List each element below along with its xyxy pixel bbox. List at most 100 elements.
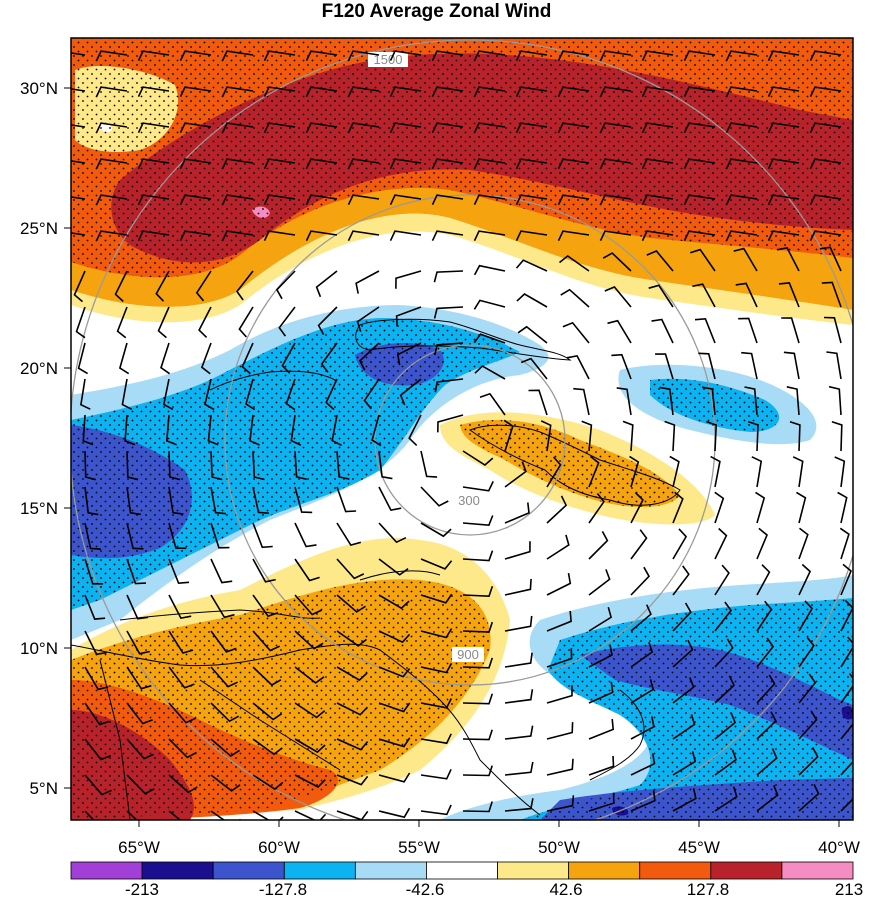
wind-barb xyxy=(168,522,187,550)
wind-barb xyxy=(420,804,452,816)
wind-barb xyxy=(389,158,422,170)
wind-barb xyxy=(168,630,194,654)
wind-barb xyxy=(683,158,716,170)
wind-barb xyxy=(71,52,86,56)
wind-barb xyxy=(786,386,800,416)
wind-barb xyxy=(263,86,296,97)
wind-barb xyxy=(546,495,568,524)
wind-barb xyxy=(659,386,674,416)
lat-label-10n: 10°N xyxy=(20,639,58,658)
wind-barb xyxy=(546,610,572,632)
wind-barb xyxy=(474,365,506,380)
wind-barb xyxy=(839,527,850,560)
wind-barb xyxy=(252,774,284,791)
wind-barb xyxy=(840,709,853,740)
wind-barb xyxy=(126,630,150,655)
wind-barb xyxy=(168,450,181,481)
wind-barb xyxy=(347,122,380,134)
wind-barb xyxy=(546,758,574,776)
wind-barb xyxy=(118,342,130,375)
wind-barb xyxy=(162,378,174,411)
wind-barb xyxy=(389,122,422,134)
colorbar xyxy=(70,861,854,880)
wind-barb xyxy=(462,693,494,705)
wind-barb xyxy=(767,50,800,61)
wind-barb xyxy=(363,378,380,410)
wind-barb xyxy=(630,604,652,632)
wind-barb xyxy=(378,558,409,576)
wind-barb xyxy=(641,50,674,61)
wind-barb xyxy=(798,747,819,776)
wind-barb xyxy=(336,486,357,513)
wind-barb xyxy=(305,194,338,206)
wind-barb xyxy=(245,378,256,411)
wind-barb xyxy=(168,558,190,585)
wind-barb xyxy=(473,194,506,206)
wind-barb xyxy=(706,420,718,452)
wind-barb xyxy=(540,420,552,452)
wind-barb xyxy=(95,86,128,97)
wind-barb xyxy=(559,255,590,272)
wind-barb xyxy=(503,419,514,452)
wind-barb xyxy=(546,456,562,488)
wind-barb xyxy=(648,284,674,308)
wind-barb xyxy=(294,558,320,582)
wind-barb xyxy=(756,564,771,596)
wind-barb xyxy=(420,522,452,538)
wind-barb xyxy=(84,738,111,761)
wind-barb xyxy=(588,644,613,668)
wind-barb xyxy=(378,702,411,713)
wind-barb xyxy=(408,414,422,446)
wind-barb xyxy=(599,158,632,170)
wind-barb xyxy=(756,637,775,668)
contour-label-1500: 1500 xyxy=(374,52,403,67)
wind-barb xyxy=(165,414,177,446)
wind-barb xyxy=(792,456,804,488)
wind-barb xyxy=(725,50,758,61)
wind-barb xyxy=(420,698,453,709)
wind-barb xyxy=(781,317,800,344)
wind-barb xyxy=(305,86,338,97)
wind-barb xyxy=(336,666,368,682)
wind-barb xyxy=(557,122,590,134)
colorbar-label-1: -127.8 xyxy=(259,880,307,899)
wind-barb xyxy=(77,342,89,375)
lat-label-25n: 25°N xyxy=(20,219,58,238)
wind-barb xyxy=(588,718,615,740)
wind-barb xyxy=(95,158,128,170)
wind-barb xyxy=(651,318,674,344)
colorbar-swatch xyxy=(212,861,285,880)
wind-barb xyxy=(462,657,494,669)
wind-barb xyxy=(630,679,655,704)
wind-barb xyxy=(694,317,716,344)
wind-barb xyxy=(809,158,842,170)
wind-barb xyxy=(389,194,422,206)
wind-barb xyxy=(420,733,452,745)
lat-axis: 30°N 25°N 20°N 15°N 10°N 5°N xyxy=(20,79,71,798)
wind-barb xyxy=(683,86,716,97)
lon-label-45w: 45°W xyxy=(678,838,720,857)
wind-barb xyxy=(683,50,716,61)
wind-barb xyxy=(431,86,464,97)
wind-barb xyxy=(71,232,86,236)
wind-barb xyxy=(336,594,366,613)
wind-barb xyxy=(756,785,779,812)
wind-barb xyxy=(305,230,338,242)
wind-barb xyxy=(347,50,380,61)
wind-barb xyxy=(504,652,533,668)
colorbar-label-2: -42.6 xyxy=(406,880,445,899)
wind-barb xyxy=(378,522,407,544)
wind-barb xyxy=(515,158,548,170)
wind-barb xyxy=(198,306,212,338)
colorbar-swatch xyxy=(710,861,783,880)
wind-barb xyxy=(420,768,452,780)
wind-barb xyxy=(263,158,296,170)
wind-barb xyxy=(210,702,240,723)
wind-barb xyxy=(557,50,590,61)
wind-barb xyxy=(714,638,734,668)
wind-barb xyxy=(168,594,192,619)
wind-barb xyxy=(168,666,195,689)
wind-barb xyxy=(315,270,338,298)
wind-barb xyxy=(278,306,296,337)
wind-barb xyxy=(546,534,570,560)
